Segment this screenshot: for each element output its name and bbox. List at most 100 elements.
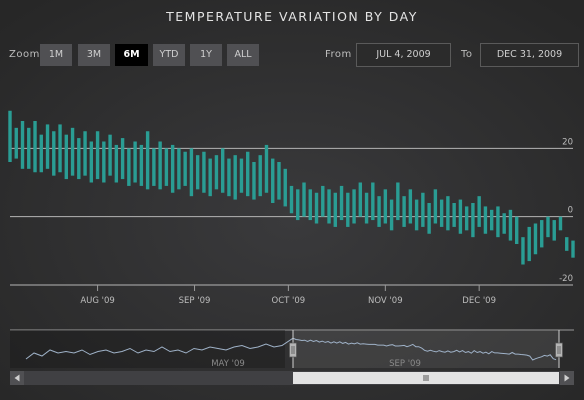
navigator[interactable]: MAY '09 SEP '09 bbox=[10, 329, 574, 369]
temperature-range-bar bbox=[252, 162, 256, 200]
temperature-range-bar bbox=[127, 148, 131, 186]
temperature-range-bar bbox=[565, 237, 569, 251]
temperature-range-bar bbox=[502, 213, 506, 234]
chart-title: TEMPERATURE VARIATION BY DAY bbox=[166, 9, 418, 24]
y-tick-label: -20 bbox=[559, 274, 573, 284]
temperature-range-bar bbox=[227, 158, 231, 197]
arrow-left-icon bbox=[14, 374, 20, 382]
temperature-range-bar bbox=[52, 131, 56, 176]
temperature-range-bar bbox=[308, 189, 312, 221]
temperature-range-bar bbox=[314, 192, 319, 224]
temperature-range-bar bbox=[352, 189, 356, 224]
zoom-button-1m[interactable]: 1M bbox=[40, 44, 72, 66]
navigator-handle-right[interactable] bbox=[555, 342, 563, 358]
temperature-range-bar bbox=[396, 182, 400, 221]
temperature-range-bar bbox=[102, 141, 106, 183]
temperature-range-bar bbox=[95, 131, 100, 180]
temperature-range-bar bbox=[145, 131, 150, 190]
temperature-range-bar bbox=[39, 134, 43, 173]
temperature-range-bar bbox=[108, 134, 112, 176]
temperature-range-bar bbox=[371, 182, 375, 221]
temperature-range-bar bbox=[546, 216, 550, 238]
temperature-range-bar bbox=[302, 182, 306, 217]
arrow-right-icon bbox=[564, 374, 570, 382]
x-tick-label: DEC '09 bbox=[462, 296, 496, 306]
temperature-range-bar bbox=[433, 189, 438, 224]
temperature-range-bar bbox=[83, 131, 87, 176]
temperature-range-bar bbox=[358, 182, 363, 217]
temperature-range-bar bbox=[446, 196, 450, 231]
temperature-range-bar bbox=[508, 209, 513, 241]
navigator-series-line bbox=[25, 337, 557, 361]
temperature-range-bar bbox=[258, 155, 262, 197]
bar-series bbox=[8, 110, 575, 265]
temperature-range-bar bbox=[414, 199, 419, 231]
temperature-range-bar bbox=[64, 134, 69, 180]
temperature-range-bar bbox=[214, 155, 219, 190]
to-date-input[interactable]: DEC 31, 2009 bbox=[480, 43, 579, 67]
zoom-button-ytd[interactable]: YTD bbox=[153, 44, 185, 66]
navigator-selected-range[interactable] bbox=[293, 330, 559, 368]
temperature-range-bar bbox=[239, 158, 244, 193]
temperature-range-bar bbox=[195, 155, 200, 190]
temperature-range-bar bbox=[177, 148, 181, 190]
temperature-range-bar bbox=[483, 206, 488, 234]
from-label: From bbox=[325, 49, 352, 60]
x-tick-label: NOV '09 bbox=[368, 296, 403, 306]
temperature-range-bar bbox=[496, 206, 500, 238]
temperature-range-bar bbox=[158, 141, 162, 190]
temperature-range-bar bbox=[8, 110, 12, 162]
temperature-range-bar bbox=[208, 158, 212, 197]
navigator-handle-left[interactable] bbox=[289, 342, 297, 358]
temperature-range-bar bbox=[540, 220, 544, 248]
temperature-range-bar bbox=[164, 148, 169, 186]
x-axis-labels: AUG '09 SEP '09 OCT '09 NOV '09 DEC '09 bbox=[80, 285, 496, 306]
temperature-range-bar bbox=[289, 185, 294, 214]
temperature-range-bar bbox=[139, 144, 144, 186]
temperature-range-bar bbox=[89, 141, 94, 183]
temperature-range-bar bbox=[327, 189, 331, 224]
temperature-range-bar bbox=[558, 216, 563, 231]
temperature-range-bar bbox=[383, 189, 388, 224]
temperature-range-bar bbox=[27, 127, 31, 169]
temperature-range-bar bbox=[421, 192, 425, 227]
scrollbar[interactable] bbox=[10, 371, 574, 385]
temperature-range-bar bbox=[333, 192, 337, 227]
temperature-range-bar bbox=[183, 151, 187, 186]
temperature-range-bar bbox=[20, 121, 25, 169]
to-label: To bbox=[461, 49, 473, 60]
temperature-range-bar bbox=[389, 199, 394, 231]
temperature-range-bar bbox=[477, 196, 481, 227]
temperature-range-bar bbox=[246, 151, 250, 197]
temperature-range-bar bbox=[58, 124, 62, 173]
zoom-button-1y[interactable]: 1Y bbox=[190, 44, 222, 66]
temperature-range-bar bbox=[402, 196, 406, 227]
temperature-range-bar bbox=[527, 226, 531, 262]
temperature-range-bar bbox=[339, 185, 344, 221]
y-axis-labels: -20 0 20 bbox=[559, 137, 573, 284]
temperature-range-bar bbox=[377, 196, 381, 227]
x-tick-label: OCT '09 bbox=[272, 296, 306, 306]
navigator-x-tick-label: MAY '09 bbox=[211, 359, 245, 369]
y-tick-label: 20 bbox=[562, 137, 573, 147]
temperature-range-bar bbox=[321, 185, 325, 217]
grip-icon bbox=[423, 375, 429, 381]
x-tick-label: AUG '09 bbox=[80, 296, 114, 306]
temperature-range-bar bbox=[120, 138, 125, 180]
temperature-range-bar bbox=[114, 144, 119, 183]
zoom-button-6m[interactable]: 6M bbox=[115, 44, 148, 66]
temperature-range-bar bbox=[170, 144, 175, 193]
zoom-button-all[interactable]: ALL bbox=[227, 44, 259, 66]
temperature-range-bar bbox=[533, 223, 538, 255]
temperature-range-bar bbox=[489, 209, 494, 231]
temperature-range-bar bbox=[521, 237, 525, 265]
temperature-range-bar bbox=[471, 203, 475, 238]
temperature-range-bar bbox=[233, 155, 237, 200]
temperature-range-bar bbox=[14, 127, 18, 159]
zoom-button-3m[interactable]: 3M bbox=[78, 44, 110, 66]
y-tick-label: 0 bbox=[568, 206, 573, 216]
temperature-range-bar bbox=[514, 216, 519, 244]
from-date-input[interactable]: JUL 4, 2009 bbox=[356, 43, 451, 67]
temperature-range-bar bbox=[264, 144, 269, 193]
